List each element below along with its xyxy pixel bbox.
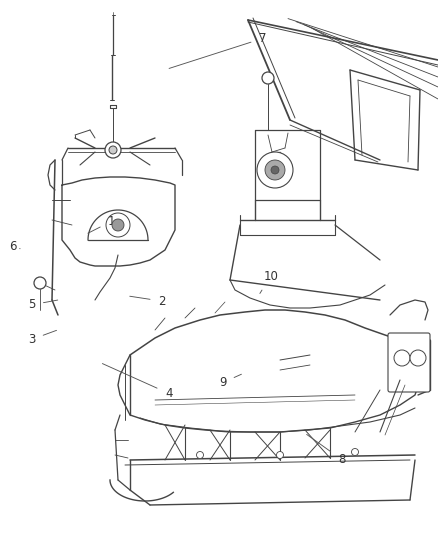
Circle shape: [410, 350, 426, 366]
Circle shape: [106, 213, 130, 237]
Circle shape: [265, 160, 285, 180]
Text: 3: 3: [28, 330, 57, 346]
Text: 8: 8: [307, 434, 345, 466]
Text: 1: 1: [88, 215, 116, 233]
Polygon shape: [255, 130, 320, 200]
FancyBboxPatch shape: [388, 333, 430, 392]
Circle shape: [197, 451, 204, 458]
Text: 6: 6: [9, 240, 20, 253]
Circle shape: [262, 72, 274, 84]
Circle shape: [352, 448, 358, 456]
Circle shape: [276, 451, 283, 458]
Circle shape: [105, 142, 121, 158]
Text: 7: 7: [169, 32, 267, 68]
Circle shape: [112, 219, 124, 231]
Text: 10: 10: [260, 270, 278, 294]
Text: 2: 2: [130, 295, 166, 308]
Text: 5: 5: [28, 298, 58, 311]
Circle shape: [394, 350, 410, 366]
Circle shape: [271, 166, 279, 174]
Circle shape: [109, 146, 117, 154]
Circle shape: [34, 277, 46, 289]
Text: 4: 4: [102, 364, 173, 400]
Text: 9: 9: [219, 374, 241, 389]
Circle shape: [257, 152, 293, 188]
